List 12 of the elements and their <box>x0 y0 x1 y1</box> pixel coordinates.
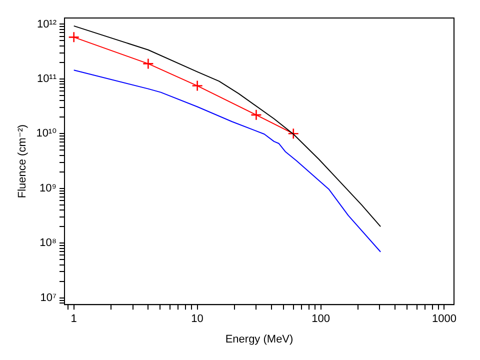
y-tick-label: 10¹⁰ <box>36 128 58 140</box>
y-axis-title: Fluence (cm⁻²) <box>16 124 29 198</box>
x-tick-label: 10 <box>191 313 204 326</box>
x-axis-title: Energy (MeV) <box>225 333 294 346</box>
y-tick-label: 10¹² <box>36 18 57 30</box>
y-tick-label: 10¹¹ <box>36 72 57 85</box>
x-tick-label: 1 <box>70 313 77 326</box>
x-tick-label: 100 <box>312 313 330 326</box>
y-tick-label: 10⁹ <box>40 182 57 194</box>
y-tick-label: 10⁷ <box>40 292 57 304</box>
y-tick-label: 10⁸ <box>40 237 57 250</box>
x-tick-label: 1000 <box>432 313 456 326</box>
